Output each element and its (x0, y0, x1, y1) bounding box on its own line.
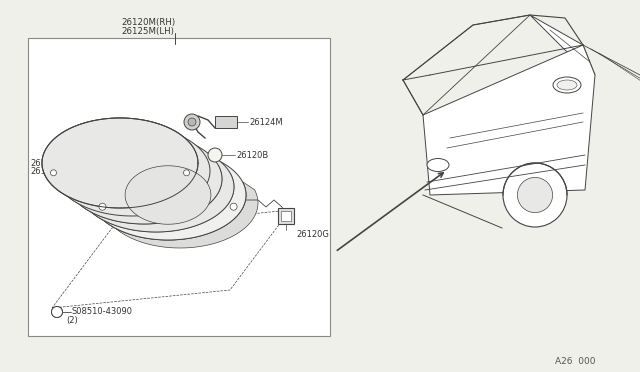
Text: 26123(RH): 26123(RH) (68, 128, 113, 138)
Circle shape (517, 177, 552, 213)
Circle shape (51, 170, 56, 176)
Polygon shape (54, 126, 210, 216)
Polygon shape (66, 134, 222, 224)
Bar (28, 38, 330, 336)
Circle shape (188, 118, 196, 126)
Polygon shape (125, 166, 211, 224)
Text: A26  000: A26 000 (555, 356, 595, 366)
Circle shape (208, 148, 222, 162)
Polygon shape (90, 150, 246, 240)
Ellipse shape (427, 158, 449, 171)
Bar (215, 116, 237, 128)
Text: 26121M(RH): 26121M(RH) (30, 158, 83, 167)
Ellipse shape (553, 77, 581, 93)
Polygon shape (52, 210, 290, 308)
Circle shape (51, 307, 63, 317)
Text: 26120B: 26120B (236, 151, 268, 160)
Text: (2): (2) (66, 317, 78, 326)
Text: 26125M(LH): 26125M(LH) (122, 26, 175, 35)
Polygon shape (530, 15, 595, 75)
Text: 26120M(RH): 26120M(RH) (121, 17, 175, 26)
Circle shape (99, 203, 106, 210)
Circle shape (51, 307, 63, 317)
Text: S08510-43090: S08510-43090 (72, 308, 133, 317)
Text: 26128(LH): 26128(LH) (68, 137, 112, 145)
Bar (281, 211, 291, 221)
Circle shape (503, 163, 567, 227)
Ellipse shape (557, 80, 577, 90)
Polygon shape (42, 118, 198, 208)
Text: 26126M(LH): 26126M(LH) (30, 167, 81, 176)
Bar (278, 208, 294, 224)
Circle shape (184, 114, 200, 130)
Circle shape (230, 203, 237, 210)
Circle shape (184, 170, 189, 176)
Text: S: S (54, 309, 60, 315)
Polygon shape (42, 118, 198, 208)
Polygon shape (78, 174, 246, 240)
Polygon shape (66, 166, 234, 232)
Text: 26124M: 26124M (249, 118, 283, 126)
Text: 26120G: 26120G (296, 230, 329, 239)
Polygon shape (423, 45, 595, 195)
Polygon shape (90, 182, 258, 248)
Polygon shape (54, 158, 222, 224)
Polygon shape (78, 142, 234, 232)
